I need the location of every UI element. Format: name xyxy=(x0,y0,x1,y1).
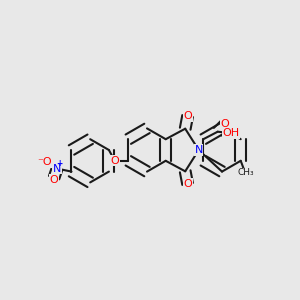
Text: O: O xyxy=(183,111,192,121)
Text: CH₃: CH₃ xyxy=(238,168,254,177)
Text: ⁻O: ⁻O xyxy=(37,157,52,167)
Text: N: N xyxy=(194,145,203,155)
Text: O: O xyxy=(50,175,58,185)
Text: O: O xyxy=(110,156,119,166)
Text: O: O xyxy=(183,179,192,189)
Text: +: + xyxy=(56,159,63,168)
Text: OH: OH xyxy=(223,128,240,138)
Text: O: O xyxy=(221,119,230,129)
Text: N: N xyxy=(53,164,61,174)
